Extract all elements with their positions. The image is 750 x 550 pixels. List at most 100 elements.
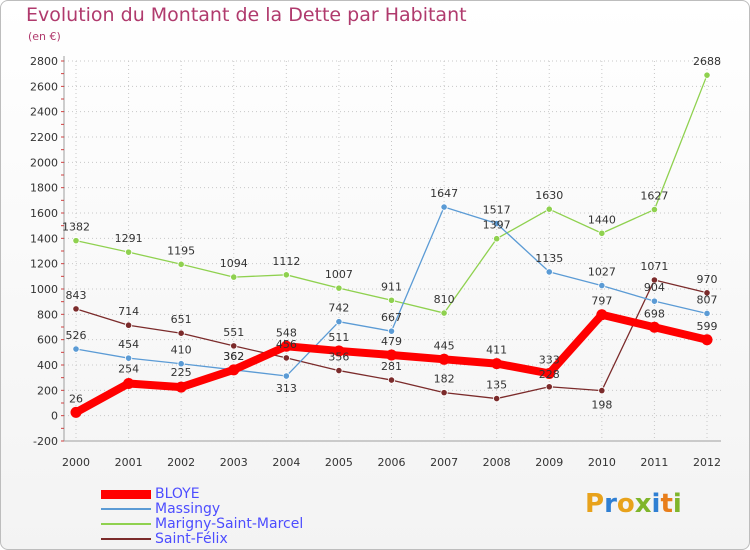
data-label: 1627 bbox=[640, 190, 668, 203]
data-label: 313 bbox=[276, 382, 297, 395]
logo-letter: r bbox=[604, 489, 617, 519]
data-label: 1291 bbox=[115, 232, 143, 245]
y-tick-label: 2400 bbox=[30, 106, 58, 119]
data-label: 970 bbox=[697, 273, 718, 286]
data-point bbox=[545, 205, 553, 213]
data-point bbox=[545, 268, 553, 276]
data-label: 1007 bbox=[325, 268, 353, 281]
y-tick-label: 1800 bbox=[30, 182, 58, 195]
data-label: 526 bbox=[66, 329, 87, 342]
data-point bbox=[703, 71, 711, 79]
data-point bbox=[72, 305, 80, 313]
data-point bbox=[282, 372, 290, 380]
data-point bbox=[703, 309, 711, 318]
data-point bbox=[335, 318, 343, 326]
legend-swatch-saint-felix bbox=[101, 538, 151, 540]
y-tick-label: 1200 bbox=[30, 258, 58, 271]
data-point bbox=[440, 203, 448, 211]
x-tick-label: 2000 bbox=[62, 456, 90, 469]
data-label: 362 bbox=[223, 350, 244, 363]
data-point bbox=[440, 309, 448, 317]
data-label: 1382 bbox=[62, 221, 90, 234]
legend-label-massingy: Massingy bbox=[155, 501, 221, 517]
data-label: 599 bbox=[697, 320, 718, 333]
data-point bbox=[177, 329, 185, 337]
data-point bbox=[440, 389, 448, 397]
logo-letter: P bbox=[585, 489, 605, 519]
data-label: 1094 bbox=[220, 257, 248, 270]
data-point bbox=[72, 237, 80, 245]
data-label: 445 bbox=[434, 339, 455, 352]
data-point bbox=[650, 276, 659, 284]
data-point bbox=[124, 321, 133, 329]
data-point bbox=[333, 345, 345, 357]
data-label: 362 bbox=[223, 350, 244, 363]
logo-letter: i bbox=[672, 489, 682, 519]
data-label: 1112 bbox=[272, 255, 300, 268]
data-point bbox=[598, 229, 606, 237]
data-point bbox=[175, 381, 187, 393]
y-tick-label: 0 bbox=[51, 410, 58, 423]
legend-swatch-marigny bbox=[101, 523, 151, 525]
x-tick-label: 2011 bbox=[640, 456, 668, 469]
data-label: 548 bbox=[276, 326, 297, 339]
y-tick-label: 2200 bbox=[30, 131, 58, 144]
data-label: 182 bbox=[434, 373, 455, 386]
data-point bbox=[648, 321, 660, 333]
data-label: 1195 bbox=[167, 244, 195, 257]
data-point bbox=[230, 342, 238, 350]
data-label: 904 bbox=[644, 281, 665, 294]
legend-label-bloye: BLOYE bbox=[155, 486, 200, 502]
data-label: 228 bbox=[539, 368, 560, 381]
data-point bbox=[598, 386, 606, 395]
data-point bbox=[493, 394, 501, 403]
data-label: 356 bbox=[328, 351, 349, 364]
logo-letter: o bbox=[616, 489, 635, 519]
data-point bbox=[230, 273, 238, 281]
y-tick-label: 800 bbox=[37, 308, 58, 321]
x-tick-label: 2001 bbox=[115, 456, 143, 469]
data-point bbox=[282, 354, 290, 362]
y-tick-label: -200 bbox=[33, 435, 58, 448]
data-label: 1647 bbox=[430, 187, 458, 200]
x-tick-label: 2006 bbox=[378, 456, 406, 469]
data-label: 651 bbox=[171, 313, 192, 326]
data-label: 1071 bbox=[640, 260, 668, 273]
data-label: 479 bbox=[381, 335, 402, 348]
x-tick-label: 2010 bbox=[588, 456, 616, 469]
legend-swatch-bloye bbox=[101, 489, 151, 499]
data-label: 551 bbox=[223, 326, 244, 339]
data-label: 26 bbox=[69, 392, 83, 405]
data-point bbox=[438, 353, 450, 365]
data-label: 225 bbox=[171, 366, 192, 379]
y-tick-label: 1400 bbox=[30, 232, 58, 245]
x-tick-label: 2003 bbox=[220, 456, 248, 469]
logo-letter: x bbox=[634, 489, 652, 519]
data-label: 742 bbox=[328, 302, 349, 315]
y-tick-label: 400 bbox=[37, 359, 58, 372]
data-label: 807 bbox=[697, 293, 718, 306]
data-point bbox=[70, 406, 82, 418]
data-label: 810 bbox=[434, 293, 455, 306]
data-point bbox=[701, 334, 713, 346]
data-label: 1440 bbox=[588, 213, 616, 226]
legend-label-saint-felix: Saint-Félix bbox=[155, 531, 228, 547]
data-label: 797 bbox=[591, 295, 612, 308]
legend-label-marigny: Marigny-Saint-Marcel bbox=[155, 516, 304, 532]
x-tick-label: 2009 bbox=[535, 456, 563, 469]
data-label: 1397 bbox=[483, 219, 511, 232]
data-label: 1517 bbox=[483, 204, 511, 217]
data-point bbox=[228, 364, 240, 376]
data-point bbox=[491, 358, 503, 370]
data-point bbox=[650, 205, 659, 214]
proxiti-logo: Proxiti bbox=[585, 489, 682, 519]
data-point bbox=[543, 367, 555, 379]
data-point bbox=[123, 377, 135, 389]
y-tick-label: 2000 bbox=[30, 156, 58, 169]
data-point bbox=[124, 248, 133, 256]
data-label: 333 bbox=[539, 353, 560, 366]
data-label: 1027 bbox=[588, 266, 616, 279]
data-point bbox=[177, 360, 185, 368]
data-point bbox=[493, 219, 501, 228]
